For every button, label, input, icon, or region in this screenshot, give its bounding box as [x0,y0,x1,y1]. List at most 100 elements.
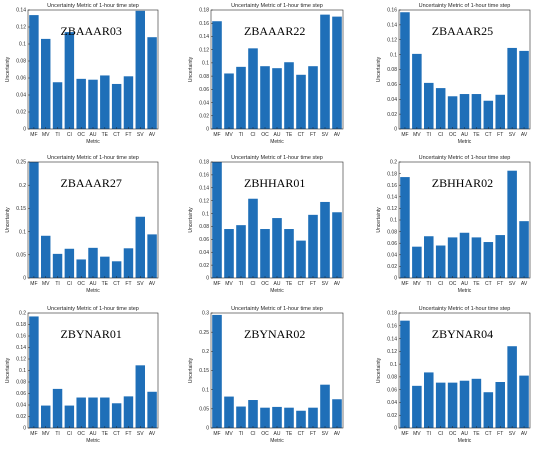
bar-MV [224,73,234,129]
bar-MF [212,314,222,428]
y-axis-label: Uncertainty [5,357,11,383]
y-tick-label: 0.1 [390,52,397,58]
y-tick-label: 0.12 [16,25,26,31]
bar-TE [100,397,110,428]
bar-AV [147,37,157,130]
y-tick-label: 0.1 [19,229,26,235]
y-tick-label: 0.04 [199,100,209,106]
bar-CI [248,400,258,428]
x-tick-label: CT [298,281,305,287]
chart-panel-5: Uncertainty Metric of 1-hour time step 0 0… [376,155,531,294]
chart-title: Uncertainty Metric of 1-hour time step [419,3,511,9]
y-tick-label: 0 [394,127,397,133]
x-tick-label: FT [310,132,316,138]
y-tick-label: 0.16 [199,173,209,179]
x-tick-label: MF [213,132,220,138]
y-tick-label: 0 [206,276,209,282]
bar-TE [471,237,482,278]
bar-OC [76,78,86,129]
y-tick-label: 0 [23,276,26,282]
y-tick-label: 0.04 [387,253,397,259]
bar-CT [111,83,122,129]
bar-AU [459,380,470,428]
chart-panel-8: Uncertainty Metric of 1-hour time step 0 0… [376,306,531,444]
chart-panel-0: Uncertainty Metric of 1-hour time step 0 0… [5,3,159,145]
y-axis-label: Uncertainty [376,56,382,82]
x-tick-label: FT [497,281,503,287]
x-tick-label: OC [449,281,457,287]
y-tick-label: 0.02 [387,413,397,419]
chart-panel-6: Uncertainty Metric of 1-hour time step 0 0… [5,306,159,444]
chart-title: Uncertainty Metric of 1-hour time step [47,3,139,9]
x-tick-label: TI [427,281,431,287]
station-label: ZBAAAR03 [61,24,122,38]
x-tick-label: CI [67,281,72,287]
x-tick-label: SV [322,132,329,138]
bar-SV [135,216,145,278]
bar-MF [400,12,410,130]
bar-AU [88,397,98,428]
y-tick-label: 0.04 [16,403,26,409]
x-tick-label: TE [286,132,293,138]
x-tick-label: AV [334,281,341,287]
station-label: ZBAAAR22 [244,24,305,38]
bar-CT [296,410,306,428]
y-tick-label: 0.1 [19,368,26,374]
bar-CT [483,392,494,428]
x-tick-label: CT [298,431,305,437]
x-tick-label: TI [55,431,59,437]
chart-panel-1: Uncertainty Metric of 1-hour time step 0 0… [188,3,344,145]
x-tick-label: FT [125,132,131,138]
y-tick-label: 0.14 [387,195,397,201]
bar-MF [212,21,222,129]
y-tick-label: 0.12 [387,349,397,355]
bar-MF [29,316,39,428]
bar-TE [471,378,482,428]
x-tick-label: FT [310,281,316,287]
x-tick-label: FT [125,431,131,437]
bar-AU [459,94,470,129]
x-tick-label: AV [334,132,341,138]
y-tick-label: 0.14 [199,185,209,191]
y-tick-label: 0.04 [387,97,397,103]
bar-TI [424,372,434,428]
x-tick-label: SV [509,132,516,138]
bar-TI [424,82,434,129]
y-tick-label: 0.08 [16,59,26,65]
y-tick-label: 0 [23,426,26,432]
y-tick-label: 0.12 [16,357,26,363]
x-tick-label: AU [90,281,97,287]
x-tick-label: FT [310,431,316,437]
x-axis-label: Metric [458,438,472,444]
station-label: ZBAAAR25 [432,24,493,38]
y-tick-label: 0.1 [390,362,397,368]
x-tick-label: SV [322,431,329,437]
bar-AV [519,50,529,129]
x-tick-label: TI [55,281,59,287]
y-axis-label: Uncertainty [376,357,382,383]
chart-panel-2: Uncertainty Metric of 1-hour time step 0 0… [376,3,531,145]
bar-CT [483,100,494,129]
bar-MF [29,15,39,130]
y-tick-label: 0.04 [199,250,209,256]
x-tick-label: CT [485,281,492,287]
bar-MV [412,53,422,129]
x-tick-label: MF [401,281,408,287]
x-tick-label: CI [251,132,256,138]
x-tick-label: AV [149,431,156,437]
y-tick-label: 0.04 [16,93,26,99]
x-tick-label: CI [438,431,443,437]
station-label: ZBHHAR01 [244,176,305,190]
y-tick-label: 0.02 [387,264,397,270]
x-tick-label: CT [113,281,120,287]
bar-TE [284,407,294,428]
y-tick-label: 0.15 [199,368,209,374]
x-tick-label: AV [521,281,528,287]
x-tick-label: TE [473,132,480,138]
x-tick-label: AV [334,431,341,437]
bar-TE [284,62,294,129]
y-tick-label: 0.12 [387,37,397,43]
bar-FT [123,396,134,428]
y-axis-label: Uncertainty [188,56,194,82]
